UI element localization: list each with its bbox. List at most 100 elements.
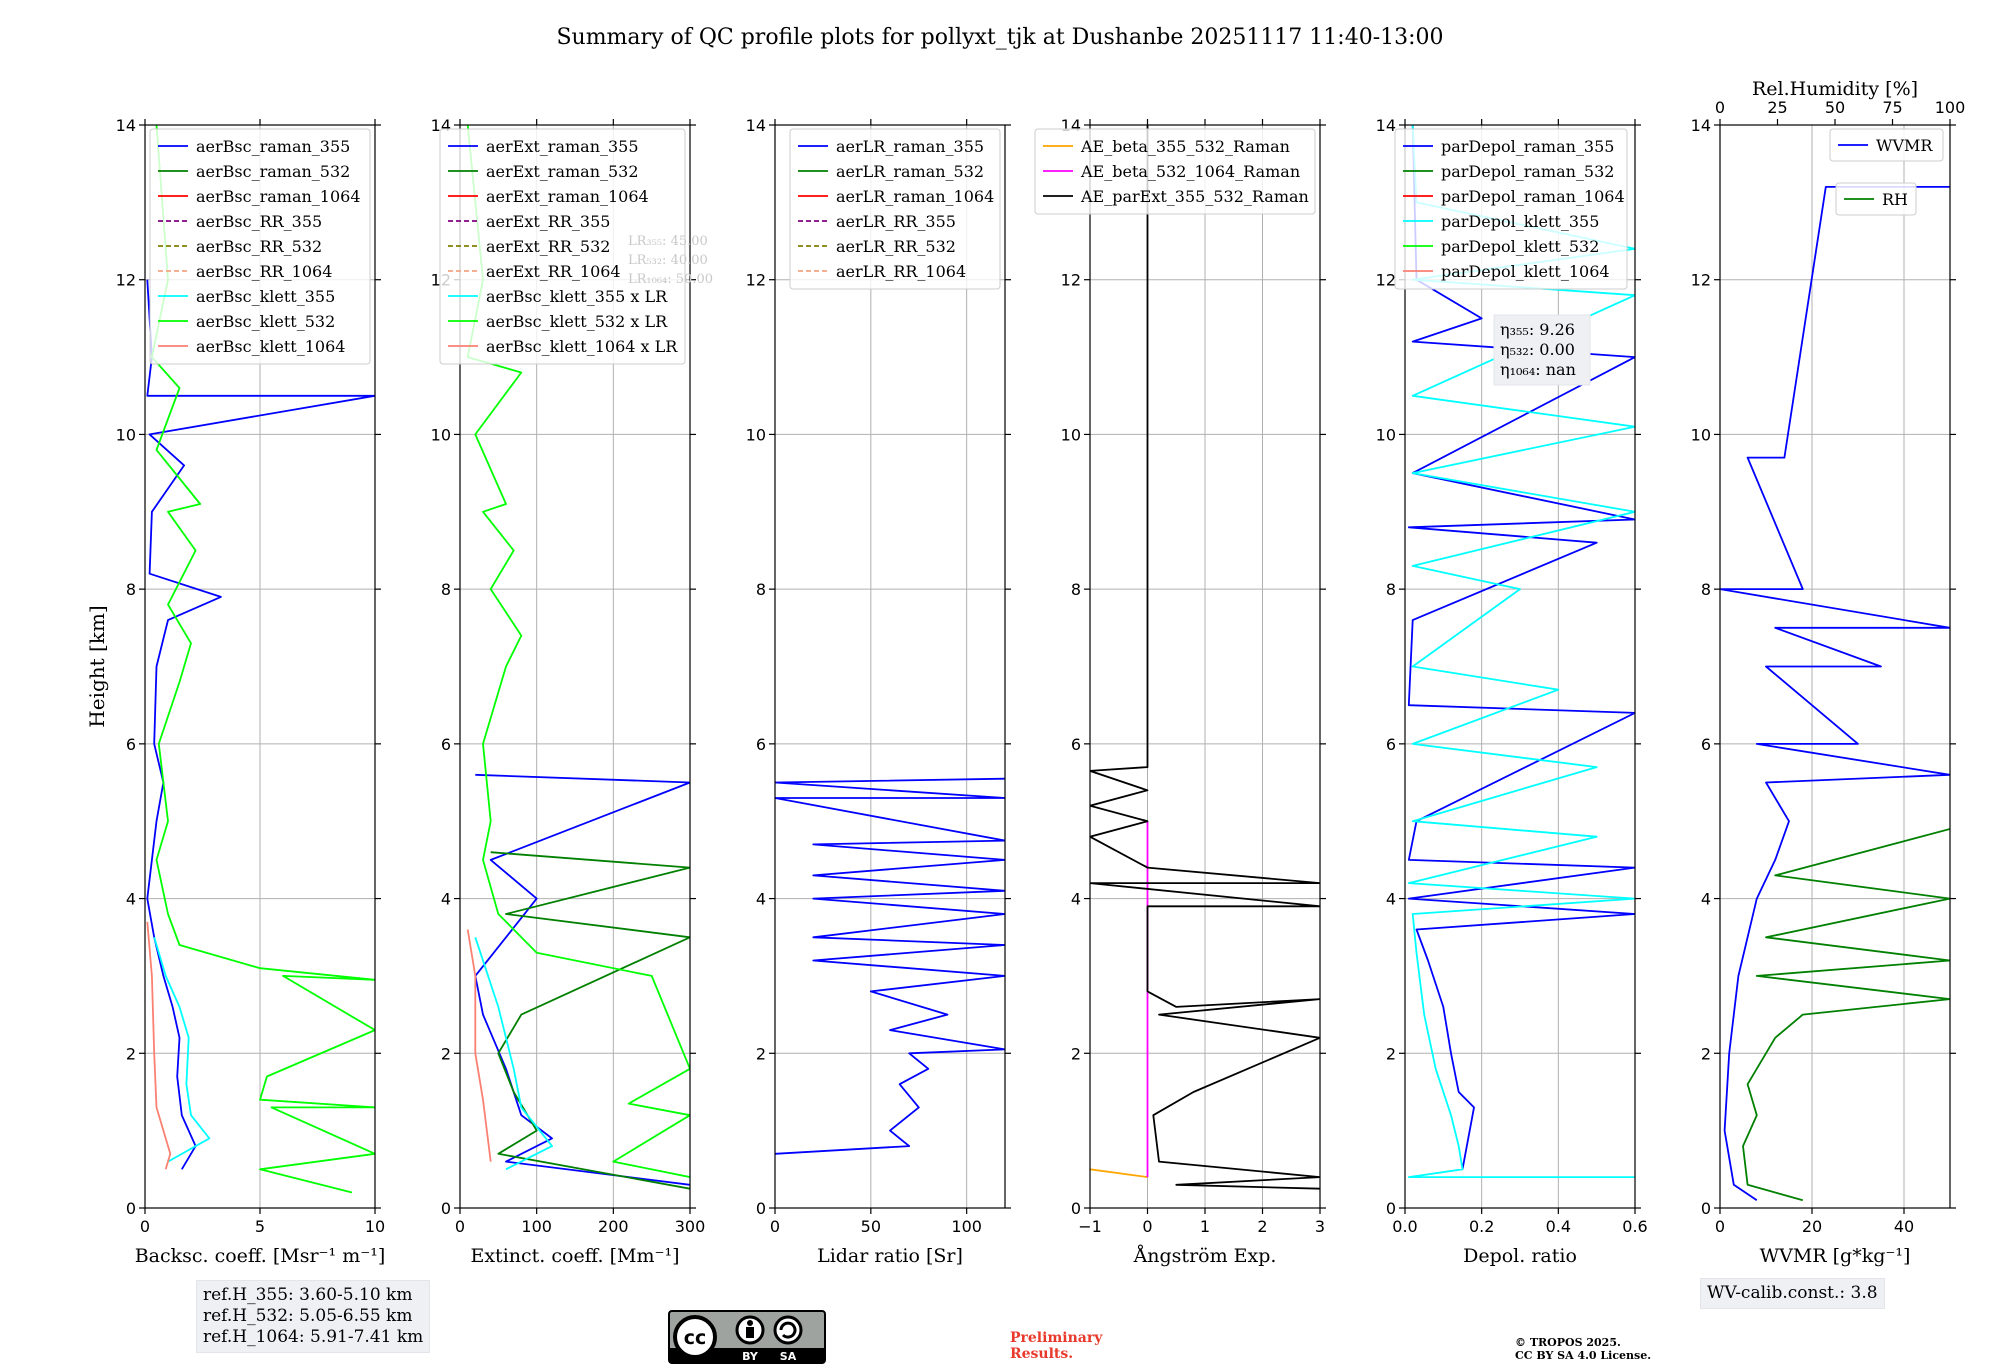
data-layer xyxy=(146,125,375,1194)
top-x-tick-label: 50 xyxy=(1825,98,1845,117)
axes-frame xyxy=(459,124,691,1209)
legend: aerExt_raman_355 aerExt_raman_532 aerExt_r… xyxy=(439,128,686,365)
y-tick-label: 2 xyxy=(441,1044,451,1063)
legend: WVMR RH xyxy=(1829,128,1944,216)
data-layer xyxy=(1090,125,1320,1190)
x-tick-label: 200 xyxy=(598,1217,629,1236)
legend-label: aerLR_RR_355 xyxy=(836,212,956,231)
series-line-aerBsc_klett_1064 x LR xyxy=(466,929,492,1162)
y-tick-label: 12 xyxy=(1691,271,1711,290)
cc-by-text: BY xyxy=(742,1350,759,1363)
ref-height-532: ref.H_532: 5.05-6.55 km xyxy=(203,1306,413,1326)
eta-label: η₅₃₂: 0.00 xyxy=(1500,340,1575,359)
y-tick-label: 4 xyxy=(441,890,451,909)
series-line-AE_beta_355_532_Raman xyxy=(1090,1168,1148,1178)
x-axis-label: Lidar ratio [Sr] xyxy=(817,1245,963,1267)
y-tick-label: 14 xyxy=(1376,116,1396,135)
y-tick-label: 2 xyxy=(1386,1044,1396,1063)
x-tick-label: 100 xyxy=(951,1217,982,1236)
eta-box xyxy=(1493,314,1591,386)
y-tick-label: 6 xyxy=(126,735,136,754)
y-tick-label: 4 xyxy=(1701,890,1711,909)
legend-box xyxy=(1835,182,1917,216)
y-tick-label: 4 xyxy=(1071,890,1081,909)
legend: parDepol_raman_355 parDepol_raman_532 parD… xyxy=(1394,128,1628,290)
legend-label: AE_beta_355_532_Raman xyxy=(1080,137,1290,156)
y-tick-label: 12 xyxy=(116,271,136,290)
x-tick-label: 0.2 xyxy=(1469,1217,1494,1236)
panel-backscatter: 0 5 10 0 2 4 6 8 10 12 14 Backsc. coeff. [Msr⁻¹ m⁻¹… xyxy=(85,116,385,1267)
legend-label: parDepol_klett_1064 xyxy=(1441,262,1610,281)
y-tick-label: 10 xyxy=(746,425,766,444)
x-axis-label: Extinct. coeff. [Mm⁻¹] xyxy=(470,1245,679,1267)
series-line-aerLR_raman_355 xyxy=(775,777,1005,1155)
y-tick-label: 4 xyxy=(126,890,136,909)
y-tick-label: 2 xyxy=(756,1044,766,1063)
legend-label: aerExt_RR_532 xyxy=(486,237,610,256)
legend-label: aerBsc_RR_532 xyxy=(196,237,322,256)
series-line-parDepol_raman_355 xyxy=(1407,125,1635,1170)
x-tick-label: 2 xyxy=(1257,1217,1267,1236)
series-line-aerBsc_klett_355 x LR xyxy=(474,937,553,1171)
y-tick-label: 12 xyxy=(1376,271,1396,290)
y-tick-label: 14 xyxy=(1691,116,1711,135)
y-tick-label: 6 xyxy=(441,735,451,754)
x-tick-label: 0 xyxy=(140,1217,150,1236)
x-tick-label: 40 xyxy=(1894,1217,1914,1236)
series-line-WVMR xyxy=(1720,185,1950,1202)
legend-label: aerExt_raman_532 xyxy=(486,162,639,181)
cc-icon xyxy=(673,1315,717,1359)
legend-label: WVMR xyxy=(1876,136,1933,155)
y-tick-label: 6 xyxy=(1071,735,1081,754)
y-tick-label: 10 xyxy=(1691,425,1711,444)
legend-label: aerBsc_klett_1064 xyxy=(196,337,345,356)
x-tick-label: 0.0 xyxy=(1392,1217,1417,1236)
x-axis-label: Depol. ratio xyxy=(1463,1245,1577,1267)
legend-label: aerBsc_raman_1064 xyxy=(196,187,361,206)
copyright-note: © TROPOS 2025. CC BY SA 4.0 License. xyxy=(1515,1336,1651,1362)
series-line-aerExt_raman_355 xyxy=(474,773,690,1186)
legend-label: aerBsc_klett_532 x LR xyxy=(486,312,668,331)
ref-height-1064: ref.H_1064: 5.91-7.41 km xyxy=(203,1327,424,1347)
x-tick-label: 0.4 xyxy=(1546,1217,1571,1236)
legend: aerBsc_raman_355 aerBsc_raman_532 aerBsc_r… xyxy=(149,128,371,365)
y-tick-label: 6 xyxy=(756,735,766,754)
top-x-tick-label: 75 xyxy=(1882,98,1902,117)
top-x-tick-label: 0 xyxy=(1715,98,1725,117)
panel-lidar_ratio: 0 50 100 0 2 4 6 8 10 12 14 Lidar ratio [Sr] aerLR_r… xyxy=(746,116,1011,1267)
series-line-AE_parExt_355_532_Raman xyxy=(1090,125,1320,1190)
preliminary-line-2: Results. xyxy=(1010,1346,1074,1362)
legend: aerLR_raman_355 aerLR_raman_532 aerLR_rama… xyxy=(789,128,1001,290)
y-tick-label: 8 xyxy=(1701,580,1711,599)
y-tick-label: 4 xyxy=(1386,890,1396,909)
x-tick-label: 0 xyxy=(1142,1217,1152,1236)
series-line-aerExt_raman_532 xyxy=(490,851,690,1190)
y-tick-label: 12 xyxy=(1061,271,1081,290)
panel-extinction: 010020030002468101214Extinct. coeff. [Mm… xyxy=(431,116,713,1267)
preliminary-line-1: Preliminary xyxy=(1010,1330,1103,1346)
legend-label: aerBsc_RR_1064 xyxy=(196,262,332,281)
cc-license-badge: cc BY SA xyxy=(668,1310,826,1364)
legend-box xyxy=(149,128,371,365)
x-tick-label: 10 xyxy=(365,1217,385,1236)
top-x-axis-label: Rel.Humidity [%] xyxy=(1752,78,1918,100)
y-tick-label: 8 xyxy=(441,580,451,599)
x-tick-label: −1 xyxy=(1078,1217,1102,1236)
panel-depol: 0.0 0.2 0.4 0.6 0 2 4 6 8 10 12 14 Depol. ratio parDe… xyxy=(1376,116,1648,1267)
x-tick-label: 1 xyxy=(1200,1217,1210,1236)
legend-label: AE_beta_532_1064_Raman xyxy=(1080,162,1300,181)
x-axis-label: Ångström Exp. xyxy=(1133,1245,1277,1267)
legend-label: parDepol_raman_1064 xyxy=(1441,187,1625,206)
x-tick-label: 0.6 xyxy=(1622,1217,1647,1236)
legend: AE_beta_355_532_Raman AE_beta_532_1064_Ra… xyxy=(1034,128,1316,215)
y-tick-label: 10 xyxy=(1376,425,1396,444)
legend-label: aerLR_raman_532 xyxy=(836,162,984,181)
copyright-line-1: © TROPOS 2025. xyxy=(1515,1336,1621,1349)
series-line-aerBsc_raman_355 xyxy=(146,279,375,1170)
legend-label: RH xyxy=(1882,190,1908,209)
top-x-tick-label: 100 xyxy=(1935,98,1966,117)
y-tick-label: 12 xyxy=(746,271,766,290)
preliminary-note: Preliminary Results. xyxy=(1010,1330,1102,1362)
